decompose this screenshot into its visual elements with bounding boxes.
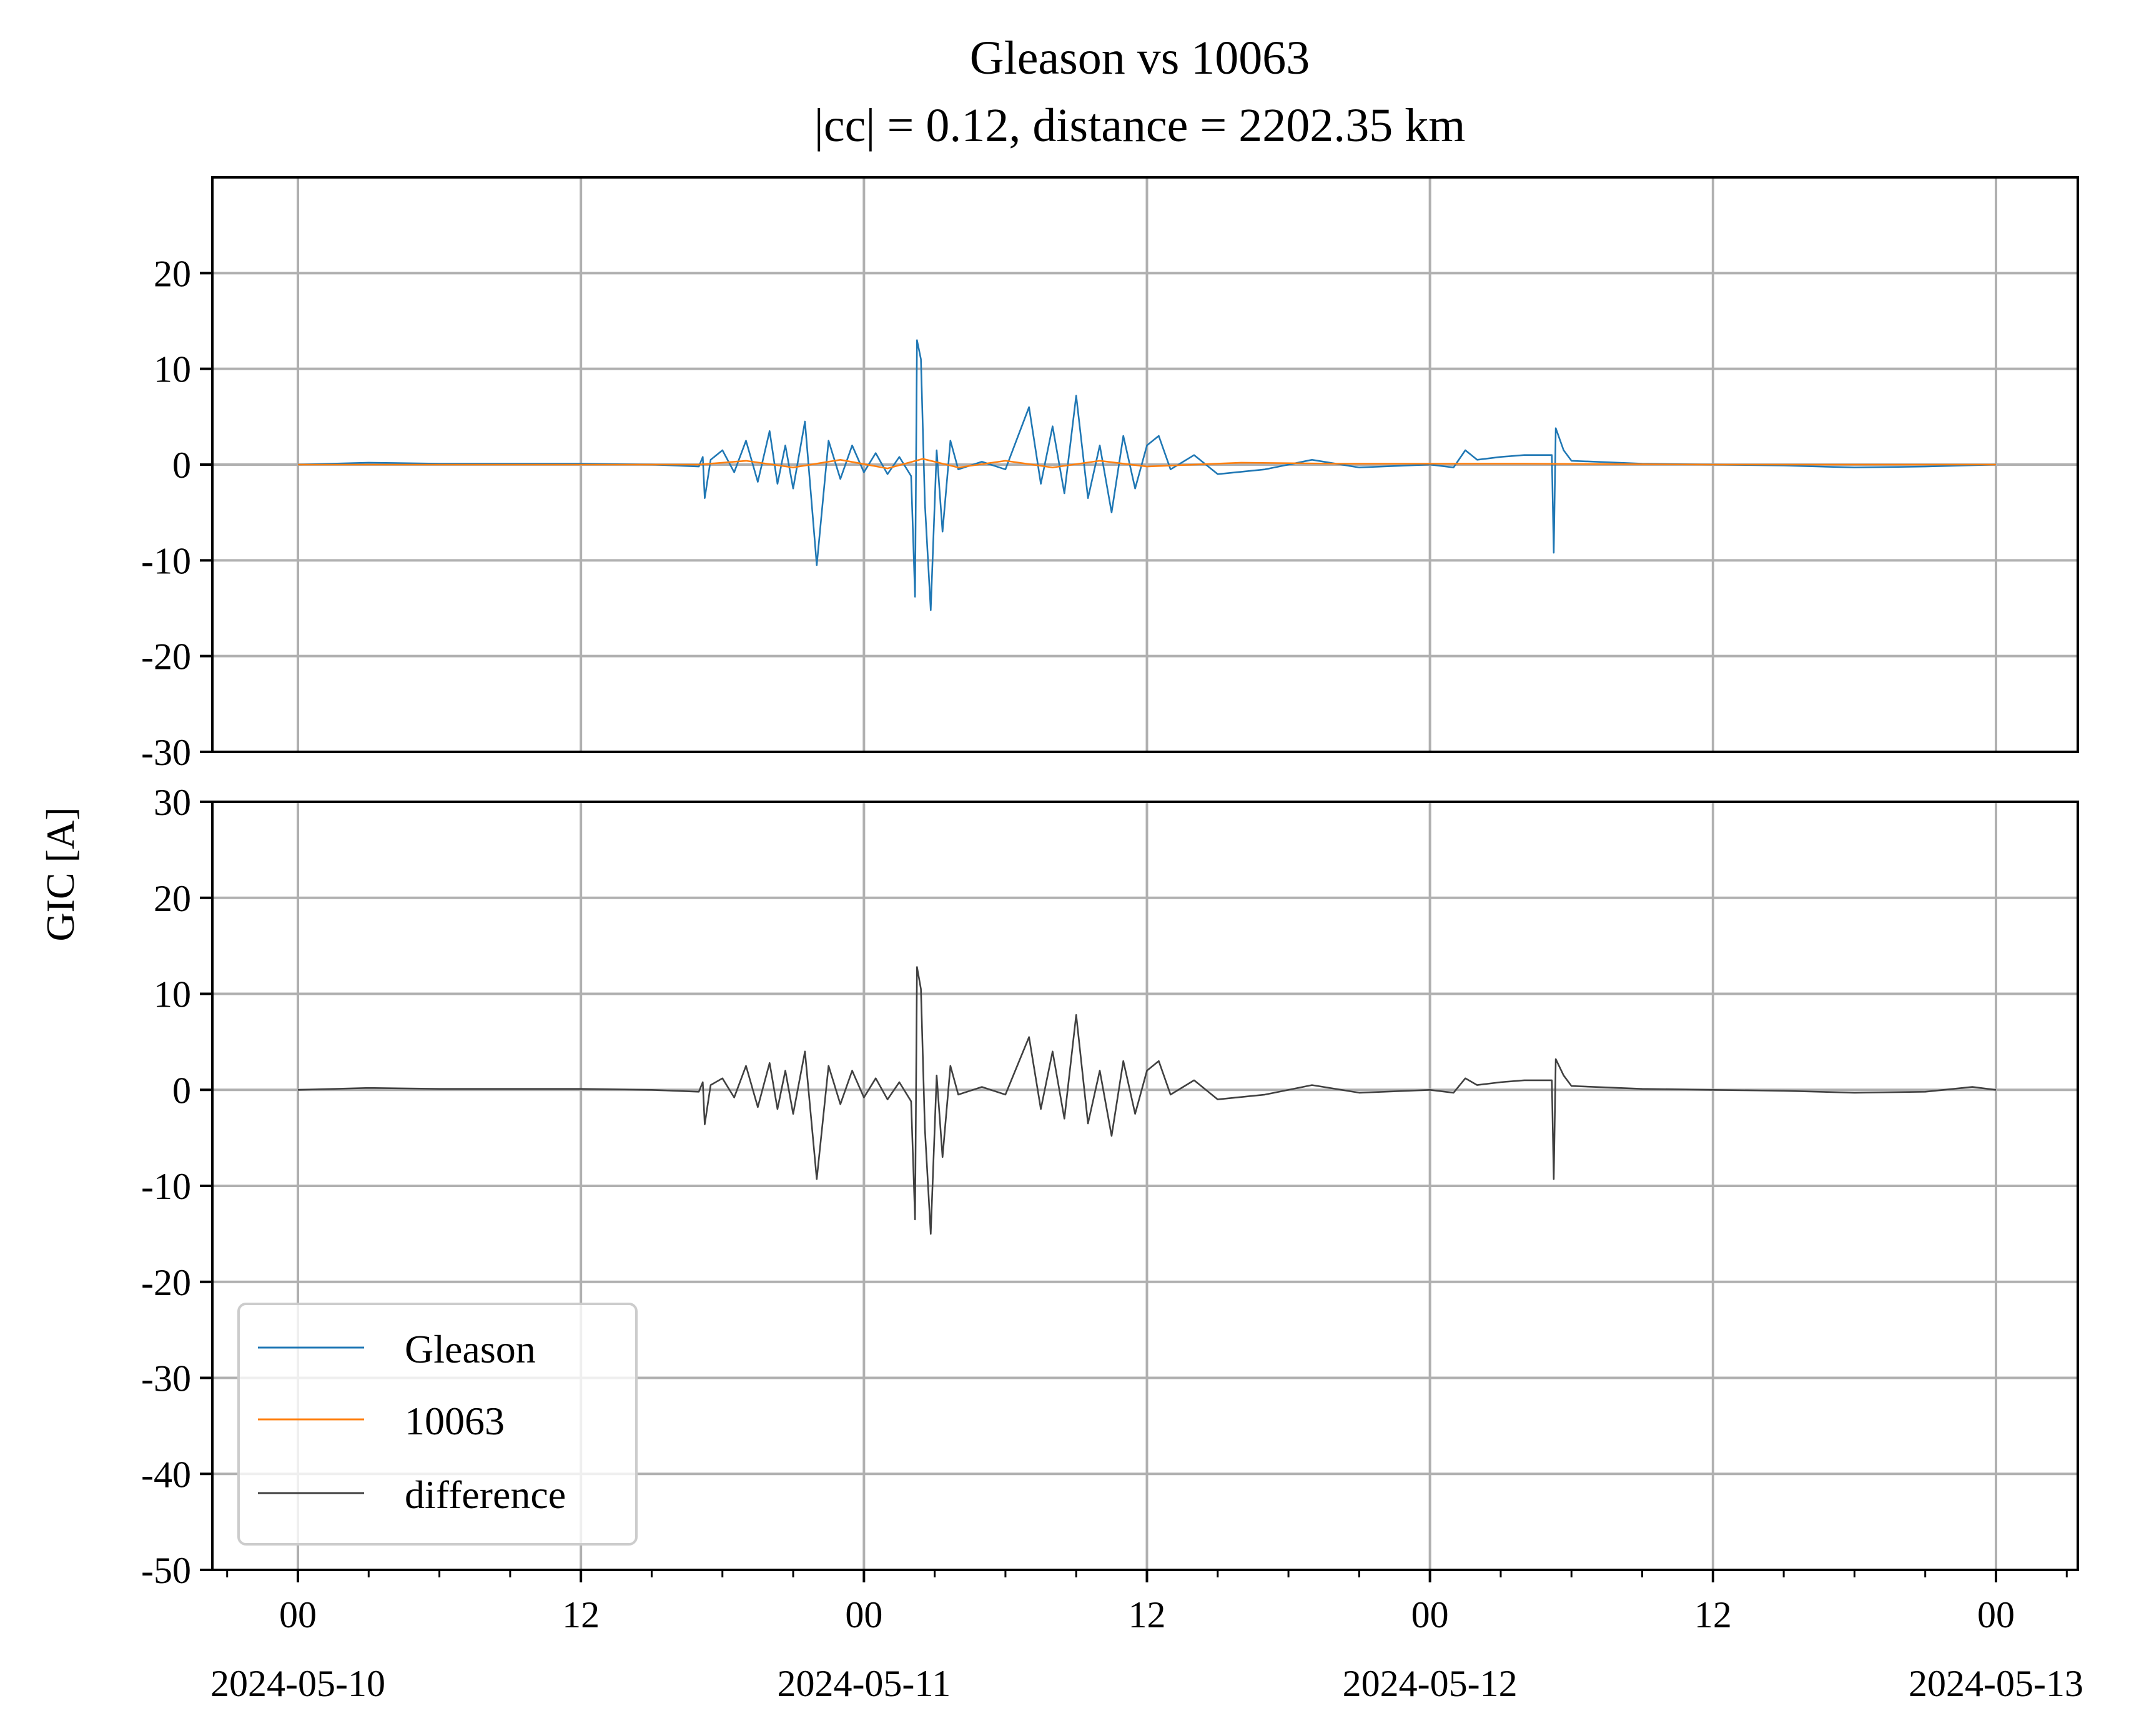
bottom-y-tick-label: -40: [141, 1454, 191, 1495]
legend-box: [237, 1303, 638, 1546]
x-tick-hour-label: 12: [1694, 1594, 1732, 1635]
legend-label-difference: difference: [405, 1472, 566, 1517]
bottom-y-tick-label: 30: [154, 782, 191, 823]
bottom-y-tick-label: -30: [141, 1358, 191, 1399]
bottom-y-tick-label: -10: [141, 1166, 191, 1207]
y-axis-label: GIC [A]: [38, 807, 82, 941]
x-tick-date-label: 2024-05-13: [1909, 1663, 2083, 1704]
top-y-tick-label: 10: [154, 349, 191, 390]
top-y-tick-label: -30: [141, 732, 191, 773]
x-tick-hour-label: 00: [845, 1594, 882, 1635]
x-tick-hour-label: 12: [562, 1594, 600, 1635]
bottom-panel: 30 20 10 0 -10 -20 -30 -40 -50: [141, 782, 2079, 1591]
legend-label-gleason: Gleason: [405, 1327, 536, 1371]
bottom-y-tick-label: -50: [141, 1550, 191, 1591]
x-tick-date-label: 2024-05-11: [777, 1663, 951, 1704]
top-y-tick-label: -10: [141, 540, 191, 581]
bottom-panel-y-ticks: 30 20 10 0 -10 -20 -30 -40 -50: [141, 782, 212, 1591]
legend: Gleason 10063 difference: [237, 1303, 638, 1546]
legend-label-10063: 10063: [405, 1399, 505, 1443]
x-tick-date-label: 2024-05-10: [210, 1663, 385, 1704]
series-line-10063: [298, 458, 1996, 470]
bottom-y-tick-label: 0: [172, 1070, 191, 1111]
series-line-difference: [297, 966, 1997, 1235]
top-y-tick-label: 20: [154, 253, 191, 294]
chart-title: Gleason vs 10063: [970, 32, 1310, 84]
top-y-tick-label: 0: [172, 445, 191, 486]
top-panel-frame: [211, 176, 2079, 753]
bottom-y-tick-label: 10: [154, 974, 191, 1015]
x-tick-hour-label: 12: [1129, 1594, 1166, 1635]
top-y-tick-label: -20: [141, 636, 191, 678]
bottom-panel-series: [297, 966, 1997, 1235]
top-panel-series: [297, 339, 1997, 611]
chart-subtitle: |cc| = 0.12, distance = 2202.35 km: [814, 99, 1466, 152]
x-tick-hour-label: 00: [1977, 1594, 2015, 1635]
top-panel-y-ticks: 20 10 0 -10 -20 -30: [141, 253, 212, 773]
x-tick-hour-label: 00: [1411, 1594, 1449, 1635]
bottom-y-tick-label: -20: [141, 1262, 191, 1303]
top-panel: 20 10 0 -10 -20 -30: [141, 176, 2079, 773]
bottom-panel-frame: [211, 801, 2079, 1571]
x-axis-ticks: 00 2024-05-10 12 00 2024-05-11 12 00 2024-05-12…: [210, 1570, 2083, 1704]
x-tick-date-label: 2024-05-12: [1343, 1663, 1518, 1704]
bottom-y-tick-label: 20: [154, 878, 191, 919]
x-tick-hour-label: 00: [279, 1594, 317, 1635]
